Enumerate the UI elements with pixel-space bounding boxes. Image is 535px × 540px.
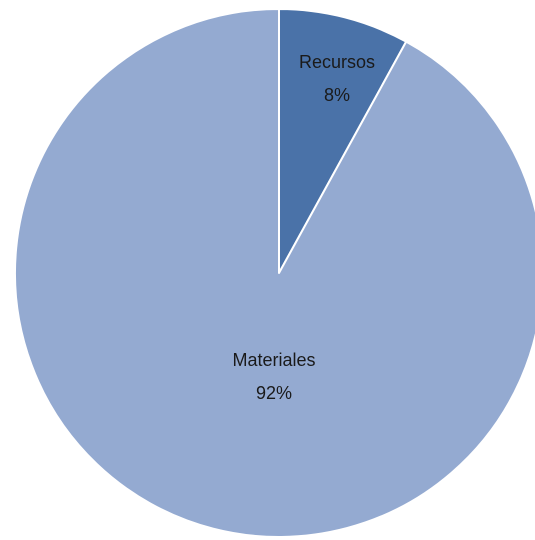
pie-slices bbox=[14, 8, 535, 538]
pie-slice-recursos bbox=[278, 8, 408, 274]
pie-data-labels: Recursos 8% Materiales 92% bbox=[232, 52, 375, 403]
data-label-materiales-percent: 92% bbox=[256, 383, 292, 403]
pie-slice-materiales bbox=[14, 8, 535, 538]
data-label-materiales-category: Materiales bbox=[232, 350, 315, 370]
data-label-recursos-category: Recursos bbox=[299, 52, 375, 72]
data-label-recursos-percent: 8% bbox=[324, 85, 350, 105]
